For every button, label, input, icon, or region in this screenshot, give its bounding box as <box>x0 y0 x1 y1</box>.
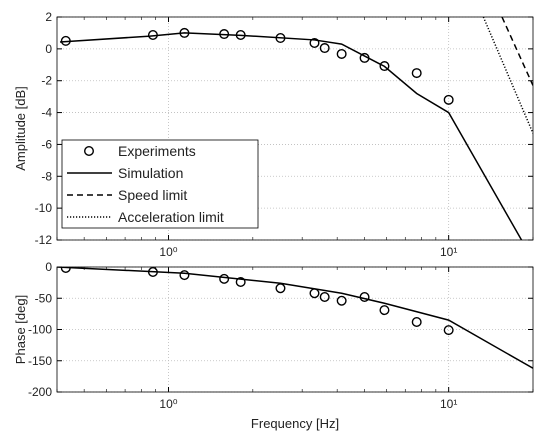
marker <box>309 37 320 48</box>
y-tick-label: 0 <box>45 260 52 274</box>
line <box>501 17 533 86</box>
y-tick-label: -2 <box>41 74 52 88</box>
y-axis-label: Phase [deg] <box>13 295 28 364</box>
y-tick-label: -4 <box>41 106 52 120</box>
legend-symbol <box>83 145 94 156</box>
marker <box>179 270 190 281</box>
marker <box>336 48 347 59</box>
marker <box>336 295 347 306</box>
y-tick-label: -6 <box>41 137 52 151</box>
line <box>57 267 533 369</box>
y-tick-label: -150 <box>28 354 52 368</box>
y-tick-label: -12 <box>35 233 53 247</box>
y-tick-label: -200 <box>28 385 52 399</box>
y-tick-label: -100 <box>28 323 52 337</box>
marker <box>219 273 230 284</box>
series-group <box>57 267 533 369</box>
y-axis-label: Amplitude [dB] <box>13 86 28 171</box>
legend-label: Experiments <box>118 143 196 159</box>
marker <box>411 68 422 79</box>
marker <box>443 94 454 105</box>
marker <box>443 325 454 336</box>
axes-frame <box>56 16 534 241</box>
legend-label: Simulation <box>118 165 183 181</box>
series-group <box>59 17 533 240</box>
legend-box <box>61 139 259 229</box>
marker <box>379 61 390 72</box>
legend-label: Speed limit <box>118 187 187 203</box>
marker <box>319 43 330 54</box>
axes-frame <box>56 266 534 393</box>
x-axis-label: Frequency [Hz] <box>251 416 339 431</box>
line <box>59 32 523 240</box>
marker <box>319 292 330 303</box>
y-tick-label: 2 <box>45 10 52 24</box>
legend-label: Acceleration limit <box>118 209 224 225</box>
x-tick-label: 10⁰ <box>159 245 177 259</box>
y-tick-label: -50 <box>35 291 53 305</box>
y-tick-label: -10 <box>35 201 53 215</box>
line <box>482 17 533 134</box>
marker <box>379 305 390 316</box>
y-tick-label: -8 <box>41 169 52 183</box>
x-tick-label: 10¹ <box>440 245 457 259</box>
y-tick-label: 0 <box>45 42 52 56</box>
marker <box>235 277 246 288</box>
x-tick-label: 10¹ <box>440 397 457 411</box>
marker <box>411 317 422 328</box>
x-tick-label: 10⁰ <box>159 397 177 411</box>
